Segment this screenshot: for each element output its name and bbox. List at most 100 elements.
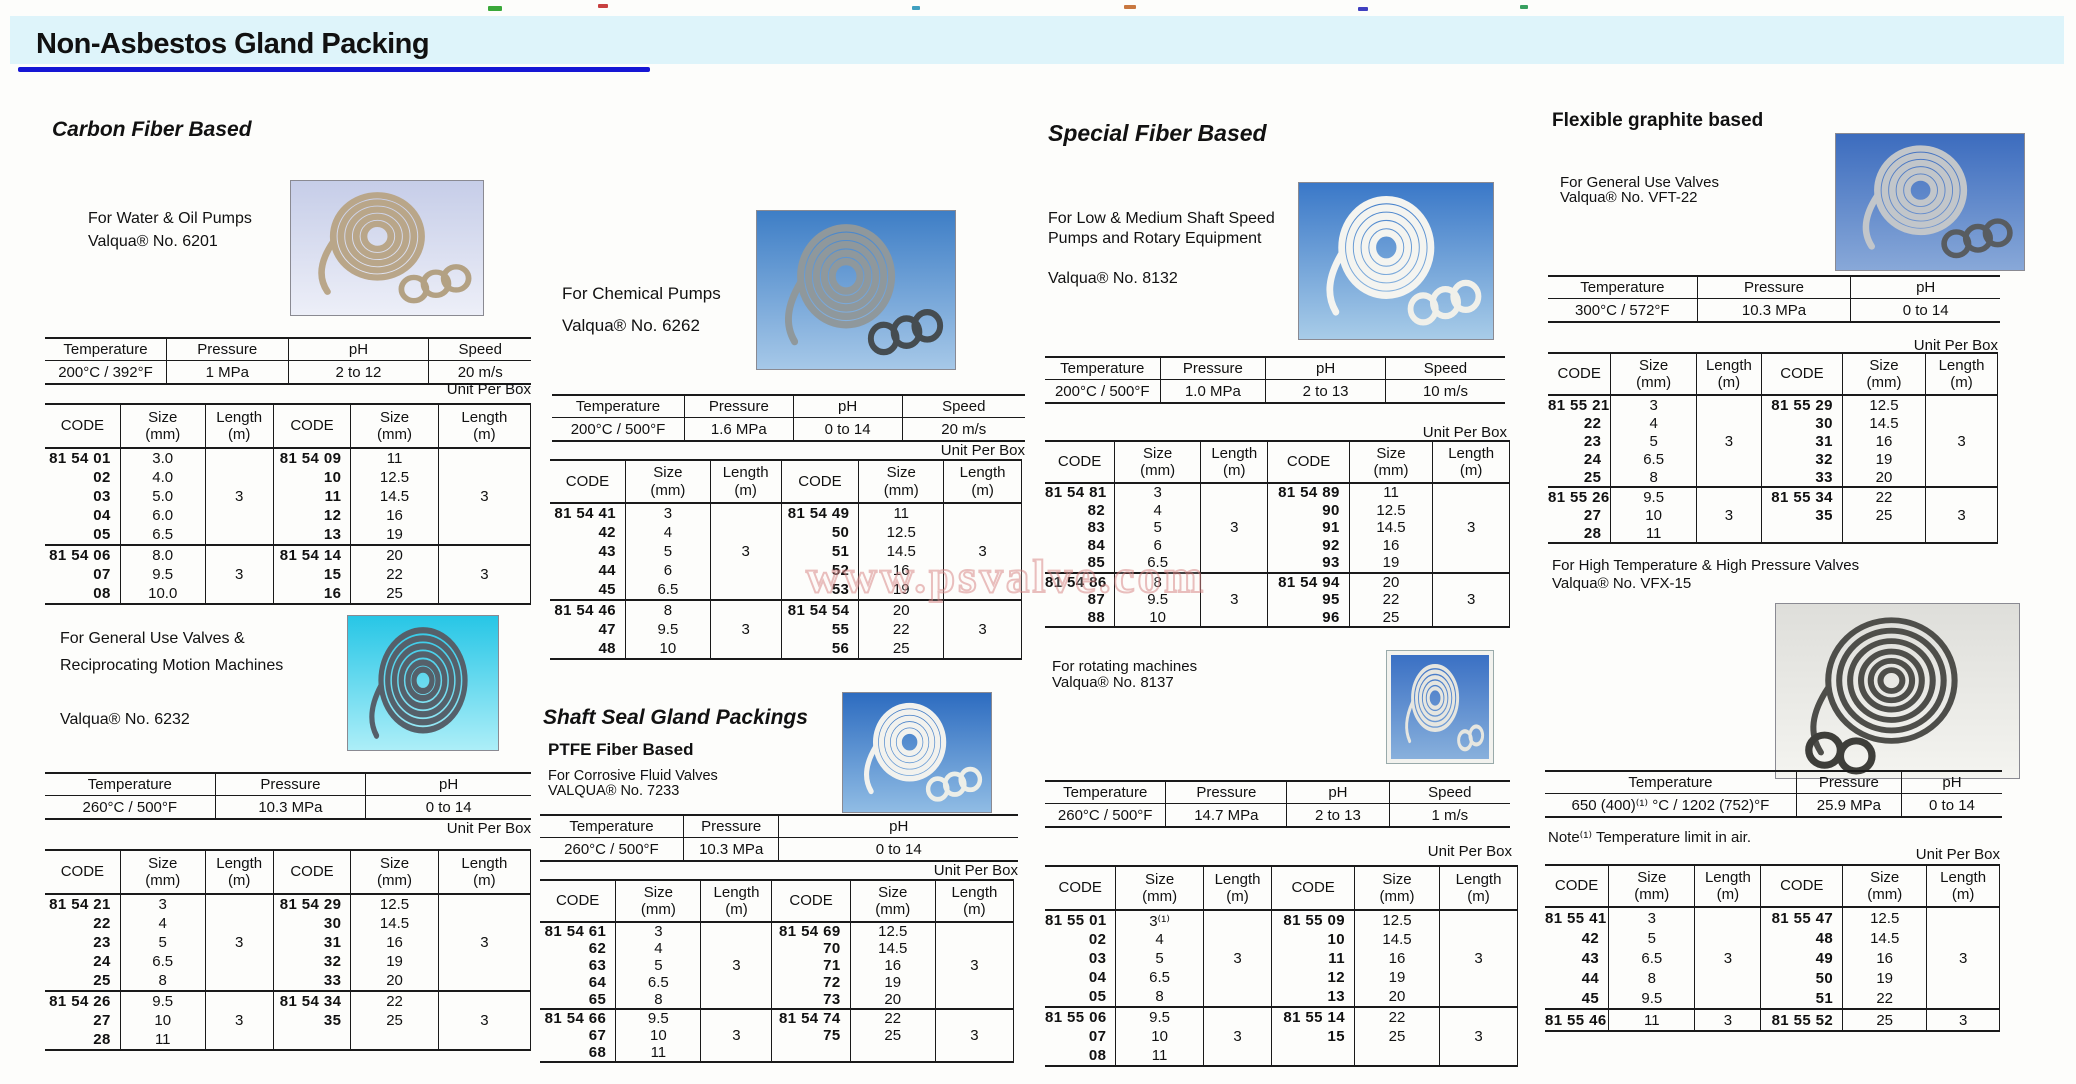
column-header-line: Size: [1869, 356, 1899, 374]
length-cell: 3: [204, 448, 274, 545]
size-cell: 8: [624, 599, 711, 620]
product-description: For rotating machines Valqua® No. 8137: [1052, 658, 1198, 691]
column-header-line: CODE: [798, 472, 842, 490]
code-cell: 81 55 01: [1045, 910, 1117, 930]
product-photo: [290, 180, 484, 316]
code-table: CODE Size (mm) Length (m) CODE Size (mm) Length(…: [540, 879, 1015, 1063]
code-table-column-header: Length (m): [709, 459, 782, 504]
product-description: For High Temperature & High Pressure Val…: [1552, 557, 1859, 593]
code-cell: 31: [1760, 432, 1843, 450]
size-cell: 12.5: [1353, 910, 1441, 930]
length-cell: 3: [1200, 571, 1269, 627]
column-header-line: CODE: [290, 417, 334, 435]
code-cell: [1760, 524, 1843, 543]
description-line: For Corrosive Fluid Valves: [548, 768, 718, 784]
code-table: CODE Size (mm) Length (m) CODE Size (mm) Length(…: [45, 849, 532, 1051]
code-table-column-header: Length (m): [1432, 440, 1510, 484]
column-header-line: (m): [1950, 374, 1973, 391]
product-photo: [1775, 603, 2020, 779]
column-header-line: (m): [1951, 886, 1975, 903]
code-table-column-header: CODE: [1760, 352, 1843, 396]
column-header-line: (mm): [1373, 462, 1409, 479]
code-cell: 81 54 66: [540, 1008, 617, 1027]
code-cell: 32: [272, 952, 352, 971]
title-underline: [18, 67, 650, 72]
code-cell: 30: [1760, 414, 1843, 432]
column-header-line: (m): [1226, 888, 1249, 905]
code-cell: 48: [550, 639, 626, 659]
column-header-line: Size: [148, 854, 178, 872]
code-cell: 81 54 94: [1267, 571, 1350, 591]
section-subheading: PTFE Fiber Based: [548, 740, 694, 759]
column-header-line: CODE: [1780, 365, 1824, 383]
code-table-column-header: Size (mm): [1114, 440, 1202, 484]
size-cell: 25: [1841, 506, 1927, 524]
size-cell: 19: [350, 952, 439, 971]
size-cell: 14.5: [1842, 928, 1928, 948]
spec-value: 20 m/s: [428, 360, 531, 385]
column-header-line: Size: [1639, 356, 1669, 374]
column-header-line: (mm): [145, 872, 181, 889]
length-cell: 3: [1202, 1006, 1273, 1066]
size-cell: 25: [1353, 1027, 1441, 1046]
spec-value: 200°C / 392°F: [45, 360, 167, 385]
size-cell: 5: [1114, 519, 1202, 537]
spec-header: pH: [1286, 780, 1390, 804]
size-cell: 3⁽¹⁾: [1115, 910, 1204, 930]
size-cell: 19: [1353, 968, 1441, 987]
size-cell: 16: [858, 561, 945, 580]
length-cell: 3: [437, 990, 532, 1050]
code-cell: 49: [1760, 948, 1844, 968]
spec-value: 10.3 MPa: [1696, 298, 1851, 323]
column-header-line: CODE: [1057, 453, 1102, 471]
size-cell: 14.5: [849, 940, 936, 957]
column-header-line: (m): [1223, 462, 1246, 479]
description-line: For High Temperature & High Pressure Val…: [1552, 557, 1860, 574]
size-cell: 3: [615, 922, 702, 940]
code-table-column-header: Length (m): [1926, 864, 2000, 908]
spec-value: 0 to 14: [1850, 298, 2000, 323]
column-header-line: (mm): [883, 481, 919, 499]
spec-header: Pressure: [214, 772, 366, 796]
product-description: For General Use Valves Valqua® No. VFT-22: [1560, 174, 1719, 206]
length-cell: 3: [934, 1008, 1015, 1062]
footnote: Note⁽¹⁾ Temperature limit in air.: [1548, 829, 1751, 846]
column-header-line: (m): [1467, 888, 1490, 905]
code-table-column-header: CODE: [45, 403, 121, 449]
length-cell: 3: [943, 599, 1022, 659]
code-cell: 81 54 14: [272, 544, 352, 565]
size-cell: 4: [119, 914, 206, 933]
code-cell: 08: [45, 584, 121, 604]
code-table-column-header: CODE: [1045, 440, 1116, 484]
size-cell: 22: [1348, 591, 1434, 609]
code-table-column-header: CODE: [1045, 865, 1117, 911]
code-cell: 35: [272, 1011, 352, 1030]
size-cell: 11: [1115, 1046, 1204, 1066]
code-cell: 27: [1548, 506, 1612, 524]
spec-value: 1.0 MPa: [1159, 379, 1266, 404]
size-cell: 19: [1841, 450, 1927, 468]
code-cell: 81 55 46: [1545, 1008, 1610, 1031]
size-cell: 9.5: [1115, 1006, 1204, 1027]
size-cell: 3: [119, 894, 206, 914]
coil-photo-illustration: [1836, 134, 2024, 270]
section-heading: Carbon Fiber Based: [52, 118, 252, 141]
code-cell: 81 55 52: [1760, 1008, 1844, 1031]
code-table-column-header: Length (m): [1695, 352, 1762, 396]
size-cell: 20: [849, 991, 936, 1009]
column-header-line: CODE: [290, 863, 334, 881]
code-cell: 28: [1548, 524, 1612, 543]
code-table-column-header: Length (m): [700, 879, 773, 923]
unit-per-box-label: Unit Per Box: [446, 820, 531, 837]
description-line: For rotating machines: [1052, 658, 1198, 675]
length-cell: 3: [1925, 486, 1998, 543]
code-cell: 67: [540, 1027, 617, 1044]
length-cell: 3: [1926, 907, 2000, 1009]
size-cell: 8.0: [119, 544, 206, 565]
size-cell: 5.0: [119, 487, 206, 506]
spec-value: 0 to 14: [365, 795, 531, 820]
length-cell: 3: [709, 599, 782, 659]
code-cell: 83: [1045, 519, 1116, 537]
code-cell: 24: [1548, 450, 1612, 468]
code-cell: 03: [1045, 949, 1117, 968]
